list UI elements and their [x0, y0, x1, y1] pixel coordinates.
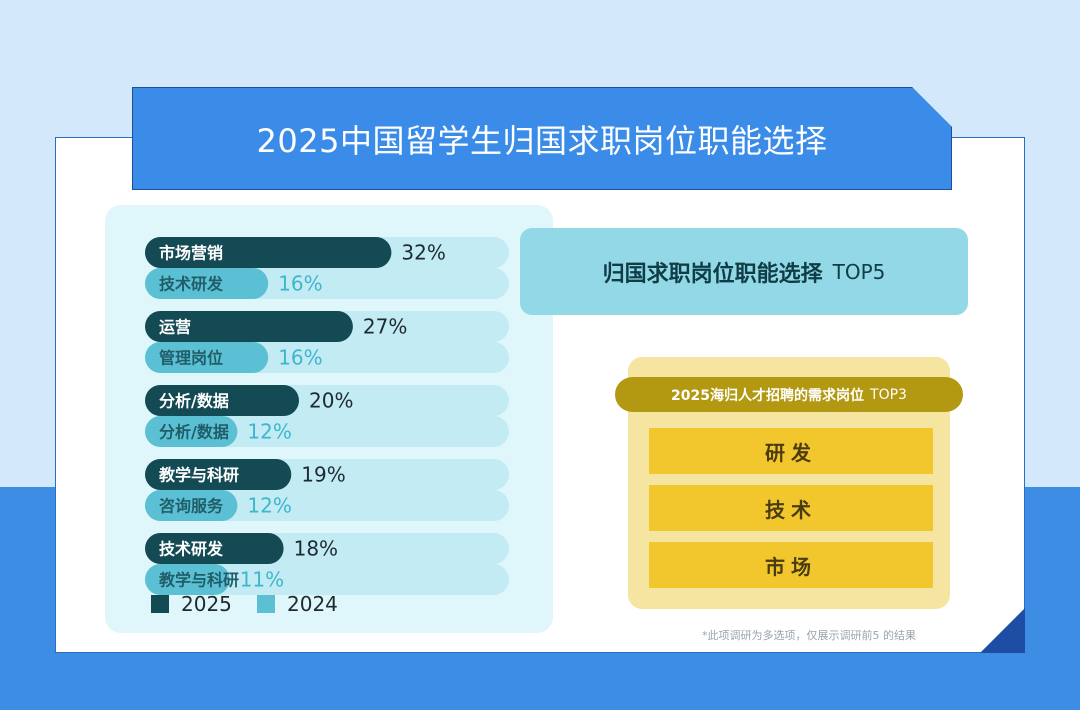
- top5-label-box: 归国求职岗位职能选择 TOP5: [520, 228, 968, 315]
- bar-2024: [145, 342, 269, 373]
- top5-title: 归国求职岗位职能选择: [602, 261, 823, 287]
- bar-category-label: 技术研发: [159, 540, 224, 559]
- legend-label-2024: 2024: [287, 592, 338, 616]
- bar-value-label: 12%: [247, 494, 291, 518]
- bar-2025: [145, 459, 292, 490]
- bar-value-label: 18%: [294, 537, 338, 561]
- bar-value-label: 27%: [363, 315, 407, 339]
- bar-category-label: 管理岗位: [159, 349, 223, 368]
- bar-value-label: 11%: [240, 568, 284, 592]
- bar-chart-panel: 市场营销 32% 技术研发 16% 运营 27% 管理岗位 16% 分析/数据 20% 分析/数据 1…: [105, 205, 553, 633]
- bar-2024: [145, 564, 230, 595]
- bar-2025: [145, 533, 284, 564]
- top3-suffix: TOP3: [870, 386, 907, 403]
- bar-2024: [145, 490, 238, 521]
- legend-label-2025: 2025: [181, 592, 232, 616]
- top3-title: 2025海归人才招聘的需求岗位: [671, 387, 865, 404]
- bar-category-label: 分析/数据: [159, 392, 229, 411]
- footnote: *此项调研为多选项，仅展示调研前5 的结果: [702, 629, 916, 642]
- top3-item-2: 技术: [649, 485, 933, 531]
- bar-2024: [145, 268, 269, 299]
- bar-2025: [145, 385, 299, 416]
- bar-track: [145, 490, 509, 521]
- bar-category-label: 教学与科研: [159, 571, 239, 590]
- legend-swatch-2025: [151, 595, 169, 613]
- bar-category-label: 市场营销: [159, 244, 223, 263]
- bar-track: [145, 564, 509, 595]
- bar-2025: [145, 311, 353, 342]
- bar-value-label: 16%: [278, 272, 322, 296]
- title-banner: 2025中国留学生归国求职岗位职能选择: [132, 87, 952, 190]
- top3-header: 2025海归人才招聘的需求岗位 TOP3: [615, 377, 963, 412]
- bar-category-label: 咨询服务: [159, 497, 224, 516]
- bar-value-label: 32%: [401, 241, 445, 265]
- bar-category-label: 分析/数据: [159, 423, 229, 442]
- bar-category-label: 运营: [159, 318, 191, 337]
- bar-category-label: 教学与科研: [159, 466, 239, 485]
- page-title: 2025中国留学生归国求职岗位职能选择: [256, 121, 828, 160]
- bar-chart: 市场营销 32% 技术研发 16% 运营 27% 管理岗位 16% 分析/数据 20% 分析/数据 1…: [145, 237, 509, 616]
- bar-category-label: 技术研发: [159, 275, 224, 294]
- bar-2024: [145, 416, 238, 447]
- bar-value-label: 19%: [301, 463, 345, 487]
- bar-2025: [145, 237, 392, 268]
- bar-value-label: 12%: [247, 420, 291, 444]
- bar-value-label: 16%: [278, 346, 322, 370]
- top5-suffix: TOP5: [832, 259, 886, 284]
- bar-value-label: 20%: [309, 389, 353, 413]
- top3-item-3: 市场: [649, 542, 933, 588]
- legend-swatch-2024: [257, 595, 275, 613]
- bar-track: [145, 416, 509, 447]
- top3-item-1: 研发: [649, 428, 933, 474]
